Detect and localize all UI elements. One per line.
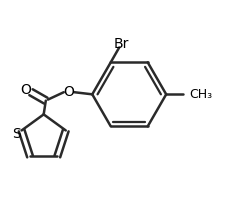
Text: S: S [12,127,21,141]
Text: O: O [64,85,74,99]
Text: O: O [20,83,31,97]
Text: CH₃: CH₃ [189,88,213,101]
Text: Br: Br [114,37,129,51]
